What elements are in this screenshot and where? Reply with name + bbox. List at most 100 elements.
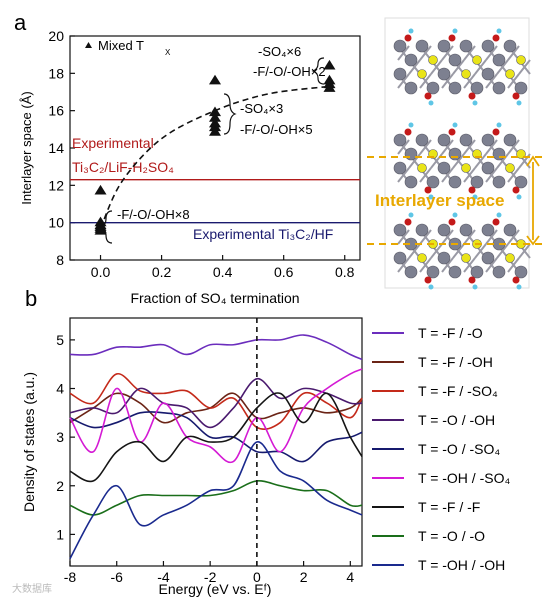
h-atom xyxy=(516,100,522,106)
a-x-tick-label: 0.2 xyxy=(152,264,172,280)
atom-bond xyxy=(441,139,454,155)
b-y-tick-label: 4 xyxy=(56,381,64,397)
atom-bond xyxy=(507,73,520,89)
o-atom xyxy=(404,128,412,136)
a-x-tick-label: 0.6 xyxy=(274,264,294,280)
atom-bond xyxy=(507,229,520,245)
annotation-top-1: -SO₄×6 xyxy=(258,44,301,59)
s-atom xyxy=(505,69,515,79)
panel-b-x-axis-label: Energy (eV vs. Eᶠ) xyxy=(159,581,272,597)
h-atom xyxy=(408,212,414,218)
atom-bond xyxy=(463,73,476,89)
atom-bond xyxy=(408,59,421,75)
exp-lif-label-line1: Experimental xyxy=(72,135,154,151)
o-atom xyxy=(404,218,412,226)
o-atom xyxy=(468,276,476,284)
atom-bond xyxy=(397,139,410,155)
interlayer-arrow-head-down xyxy=(526,235,540,246)
b-x-tick-label: -4 xyxy=(157,569,170,585)
panel-a-legend-subscript: X xyxy=(165,48,171,57)
dos-series-line xyxy=(69,392,363,483)
atom-bond xyxy=(452,243,465,259)
o-atom xyxy=(468,186,476,194)
legend-entry: T = -F / -F xyxy=(418,499,480,515)
atom-bond xyxy=(518,243,531,259)
h-atom xyxy=(452,28,458,34)
ti-atom xyxy=(514,265,528,279)
annotation-low: -F/-O/-OH×8 xyxy=(117,207,190,222)
legend-entry: T = -OH / -OH xyxy=(418,557,505,573)
atom-bond xyxy=(507,139,520,155)
ti-atom xyxy=(437,161,451,175)
atom-bond xyxy=(507,45,520,61)
exp-hf-label: Experimental Ti₃C₂/HF xyxy=(193,226,333,242)
o-atom xyxy=(404,34,412,42)
ti-atom xyxy=(481,251,495,265)
panel-a-x-ticks: 0.0 0.2 0.4 0.6 0.8 xyxy=(91,255,355,280)
atom-bond xyxy=(474,153,487,169)
h-atom xyxy=(496,28,502,34)
panel-a-reference-lines xyxy=(70,179,360,224)
atom-bond xyxy=(419,229,432,245)
ti-atom xyxy=(448,147,462,161)
h-atom xyxy=(452,122,458,128)
panel-a: a 8 10 12 14 16 18 20 0.0 0.2 0.4 0.6 0.8 Interlay… xyxy=(14,10,361,306)
ti-atom xyxy=(393,39,407,53)
legend-entry: T = -OH / -SO₄ xyxy=(418,470,510,486)
ti-atom xyxy=(492,53,506,67)
atom-bond xyxy=(463,257,476,273)
ti-atom xyxy=(470,265,484,279)
atom-bond xyxy=(397,257,410,273)
ti-atom xyxy=(415,223,429,237)
panel-a-x-axis-label: Fraction of SO₄ termination xyxy=(130,290,299,306)
panel-b-y-ticks: 1 2 3 4 5 xyxy=(56,332,75,542)
panel-b-series xyxy=(69,334,363,560)
panel-a-legend-text: Mixed T xyxy=(98,38,144,53)
ti-atom xyxy=(415,133,429,147)
ti-atom xyxy=(393,133,407,147)
panel-b-legend: T = -F / -O T = -F / -OH T = -F / -SO₄ T = … xyxy=(372,325,510,573)
ti-atom xyxy=(492,147,506,161)
atom-bond xyxy=(463,167,476,183)
ti-atom xyxy=(481,39,495,53)
legend-entry: T = -O / -O xyxy=(418,528,485,544)
a-x-tick-label: 0.8 xyxy=(335,264,355,280)
ti-atom xyxy=(481,67,495,81)
h-atom xyxy=(472,100,478,106)
atom-bond xyxy=(419,257,432,273)
s-atom xyxy=(505,253,515,263)
a-y-tick-label: 10 xyxy=(48,215,64,231)
atom-bond xyxy=(485,73,498,89)
h-atom xyxy=(472,284,478,290)
panel-a-y-ticks: 8 10 12 14 16 18 20 xyxy=(48,28,75,268)
dos-series-line xyxy=(69,368,363,464)
ti-atom xyxy=(426,175,440,189)
ti-atom xyxy=(448,175,462,189)
b-y-tick-label: 5 xyxy=(56,332,64,348)
panel-a-trend-curve xyxy=(99,85,330,229)
atom-bond xyxy=(441,257,454,273)
ti-atom xyxy=(503,223,517,237)
b-x-tick-label: 2 xyxy=(300,569,308,585)
ti-atom xyxy=(470,81,484,95)
bracket-top xyxy=(311,57,325,85)
a-x-tick-label: 0.4 xyxy=(213,264,233,280)
legend-entry: T = -O / -OH xyxy=(418,412,495,428)
atom-bond xyxy=(441,45,454,61)
h-atom xyxy=(408,28,414,34)
annotation-mid-1: -SO₄×3 xyxy=(240,101,283,116)
data-point-marker xyxy=(94,225,107,235)
ti-atom xyxy=(404,53,418,67)
atom-bond xyxy=(397,167,410,183)
b-x-tick-label: -8 xyxy=(64,569,77,585)
o-atom xyxy=(448,218,456,226)
a-y-tick-label: 8 xyxy=(56,252,64,268)
ti-atom xyxy=(492,81,506,95)
h-atom xyxy=(516,284,522,290)
atom-bond xyxy=(496,59,509,75)
h-atom xyxy=(408,122,414,128)
watermark: 大数据库 xyxy=(12,582,52,595)
ti-atom xyxy=(393,251,407,265)
s-atom xyxy=(461,253,471,263)
dos-series-line xyxy=(69,411,363,463)
